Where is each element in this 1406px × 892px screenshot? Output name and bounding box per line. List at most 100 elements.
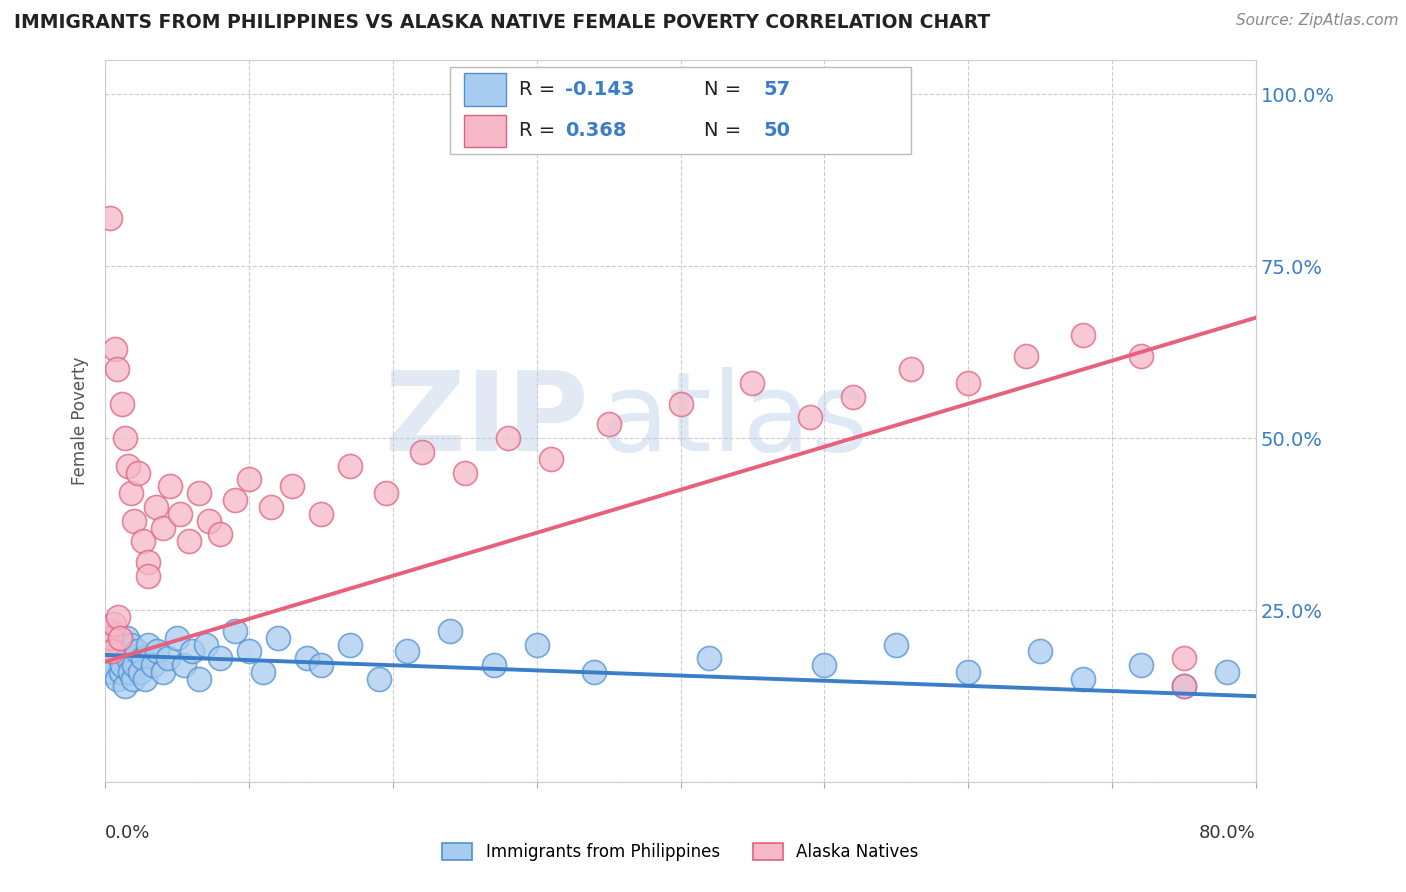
Point <box>166 631 188 645</box>
Point <box>187 672 209 686</box>
Point <box>194 638 217 652</box>
Point <box>238 472 260 486</box>
Text: atlas: atlas <box>600 368 869 475</box>
Point <box>138 568 160 582</box>
Point <box>110 665 132 680</box>
Point <box>439 624 461 638</box>
Point <box>100 631 122 645</box>
Point <box>96 638 118 652</box>
Text: 0.0%: 0.0% <box>105 824 150 842</box>
Point <box>197 514 219 528</box>
Point <box>103 644 125 658</box>
Point <box>1173 679 1195 693</box>
Point <box>105 362 128 376</box>
Point <box>121 672 143 686</box>
Point <box>120 638 142 652</box>
Point <box>309 507 332 521</box>
Point <box>374 486 396 500</box>
Legend: Immigrants from Philippines, Alaska Natives: Immigrants from Philippines, Alaska Nati… <box>436 837 925 868</box>
Point <box>1129 658 1152 673</box>
Point <box>224 624 246 638</box>
Point <box>120 486 142 500</box>
Point <box>741 376 763 390</box>
Point <box>697 651 720 665</box>
Point <box>108 631 131 645</box>
Point <box>118 665 141 680</box>
Point <box>209 651 232 665</box>
Point <box>146 644 169 658</box>
Point <box>281 479 304 493</box>
Point <box>799 410 821 425</box>
Point <box>122 514 145 528</box>
Point <box>238 644 260 658</box>
Point <box>339 638 361 652</box>
Point <box>111 397 134 411</box>
Point <box>134 672 156 686</box>
Point <box>117 458 139 473</box>
Y-axis label: Female Poverty: Female Poverty <box>72 357 89 485</box>
Point <box>540 451 562 466</box>
Point <box>125 644 148 658</box>
Point <box>115 631 138 645</box>
Point <box>295 651 318 665</box>
Point <box>411 445 433 459</box>
Point <box>1071 327 1094 342</box>
Point <box>1029 644 1052 658</box>
Point <box>169 507 191 521</box>
Point <box>267 631 290 645</box>
Text: 80.0%: 80.0% <box>1199 824 1256 842</box>
Point <box>103 616 125 631</box>
Point <box>131 534 153 549</box>
Point <box>128 665 150 680</box>
Point <box>101 665 124 680</box>
Point <box>114 679 136 693</box>
Point <box>100 624 122 638</box>
Point <box>669 397 692 411</box>
Point <box>145 500 167 514</box>
Point <box>813 658 835 673</box>
Point <box>138 638 160 652</box>
Point <box>598 417 620 432</box>
Point <box>1173 651 1195 665</box>
Point <box>482 658 505 673</box>
Point <box>1216 665 1239 680</box>
Point <box>1173 679 1195 693</box>
Point <box>209 527 232 541</box>
Point <box>396 644 419 658</box>
Point <box>454 466 477 480</box>
Point <box>98 211 121 225</box>
Point <box>105 672 128 686</box>
Point <box>107 638 129 652</box>
Point <box>97 651 120 665</box>
Point <box>157 651 180 665</box>
Point <box>224 493 246 508</box>
Point <box>252 665 274 680</box>
Point <box>108 651 131 665</box>
Point <box>309 658 332 673</box>
Point <box>957 665 980 680</box>
Point <box>583 665 606 680</box>
Point <box>900 362 922 376</box>
Point <box>526 638 548 652</box>
Point <box>131 651 153 665</box>
Text: Source: ZipAtlas.com: Source: ZipAtlas.com <box>1236 13 1399 29</box>
Point <box>1015 349 1038 363</box>
Point <box>111 658 134 673</box>
Point <box>117 651 139 665</box>
Point <box>180 644 202 658</box>
Point <box>173 658 195 673</box>
Point <box>187 486 209 500</box>
Point <box>177 534 200 549</box>
Point <box>112 644 135 658</box>
Point <box>367 672 389 686</box>
Point <box>842 390 865 404</box>
Point <box>339 458 361 473</box>
Point <box>114 431 136 445</box>
Point <box>138 555 160 569</box>
Point <box>104 631 127 645</box>
Point <box>122 658 145 673</box>
Point <box>98 658 121 673</box>
Text: ZIP: ZIP <box>385 368 589 475</box>
Point <box>152 520 174 534</box>
Point <box>104 342 127 356</box>
